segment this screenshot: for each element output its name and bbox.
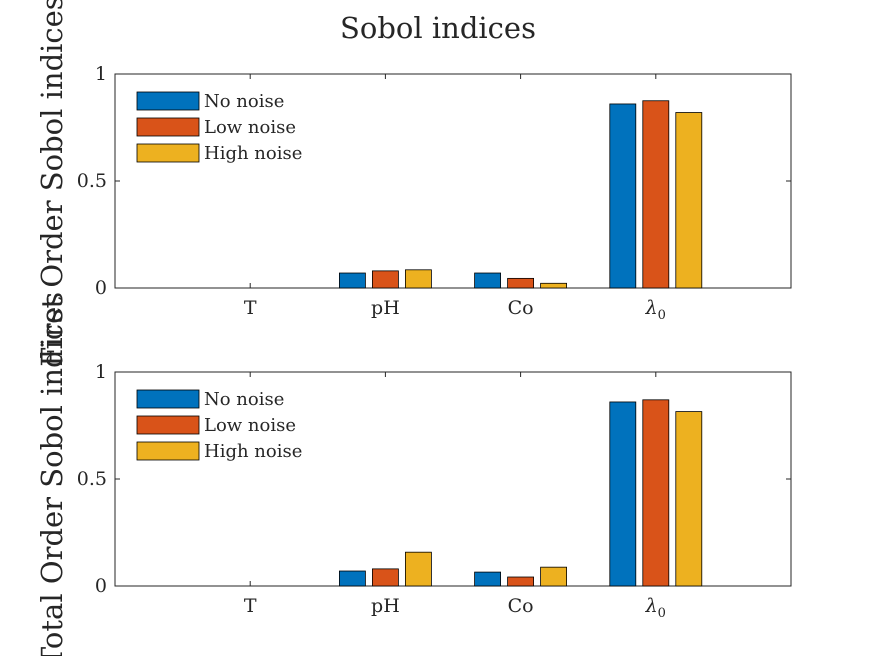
legend-swatch	[136, 91, 200, 111]
legend-swatch	[136, 117, 200, 137]
legend-swatch	[136, 441, 200, 461]
x-tick-label: T	[244, 297, 257, 319]
legend-swatch	[136, 415, 200, 435]
x-tick-label: Co	[508, 297, 534, 319]
bar	[474, 272, 502, 289]
bar	[474, 571, 502, 587]
bar	[540, 282, 567, 289]
bar	[371, 568, 399, 587]
legend-swatch	[136, 143, 200, 163]
bar	[642, 100, 670, 289]
legend-label: No noise	[204, 91, 284, 112]
legend-label: No noise	[204, 389, 284, 410]
bar	[507, 277, 535, 289]
x-tick-label: Co	[508, 595, 534, 617]
y-tick-label: 1	[95, 361, 107, 383]
legend-swatch	[136, 389, 200, 409]
y-tick-label: 1	[95, 63, 107, 85]
x-tick-label: λ0	[645, 595, 666, 621]
y-tick-label: 0.5	[77, 170, 107, 192]
bar	[338, 272, 366, 289]
x-tick-label: T	[244, 595, 257, 617]
bar	[675, 112, 703, 289]
legend-label: High noise	[204, 143, 302, 164]
bar	[675, 411, 703, 587]
bar	[609, 401, 637, 587]
bar	[338, 570, 366, 587]
bar	[371, 270, 399, 289]
x-tick-label: λ0	[645, 297, 666, 323]
y-tick-label: 0	[95, 575, 107, 597]
legend-label: Low noise	[204, 117, 296, 138]
legend-label: High noise	[204, 441, 302, 462]
bar	[642, 399, 670, 587]
bar	[507, 576, 535, 587]
y-tick-label: 0	[95, 277, 107, 299]
y-axis-label: Total Order Sobol indices	[35, 292, 69, 656]
figure-title: Sobol indices	[340, 11, 536, 45]
bar	[540, 566, 567, 587]
x-tick-label: pH	[371, 595, 400, 617]
x-tick-label: pH	[371, 297, 400, 319]
legend-label: Low noise	[204, 415, 296, 436]
bar	[609, 103, 637, 289]
y-tick-label: 0.5	[77, 468, 107, 490]
chart-total-order: 0 0.5 1 T pH Co λ0 No noise Low noise High noise T…	[35, 292, 792, 656]
chart-first-order: 0 0.5 1 T pH Co λ0 No noise Low noise High noise F…	[35, 0, 792, 367]
bar	[404, 269, 432, 289]
y-axis-label: First Order Sobol indices	[35, 0, 69, 367]
bar	[404, 551, 432, 587]
